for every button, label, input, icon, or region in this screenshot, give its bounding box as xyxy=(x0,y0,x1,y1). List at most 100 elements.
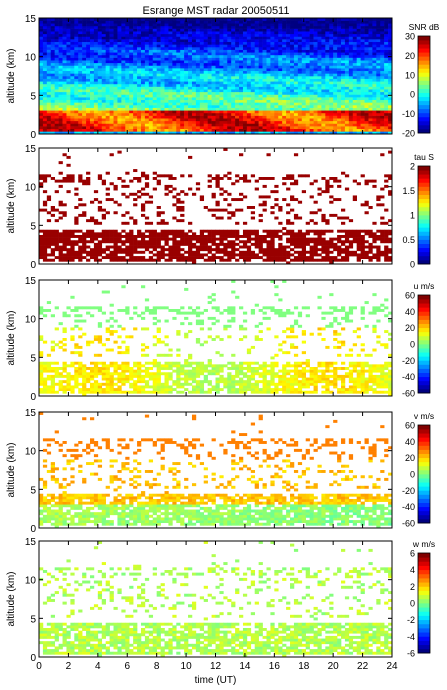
heatmap-cell xyxy=(144,57,150,61)
heatmap-cell xyxy=(239,73,244,77)
heatmap-cell xyxy=(352,28,357,32)
heatmap-cell xyxy=(266,250,271,254)
heatmap-cell xyxy=(278,221,283,225)
heatmap-cell xyxy=(86,73,91,77)
heatmap-cell xyxy=(101,235,106,238)
heatmap-cell xyxy=(282,120,287,124)
heatmap-cell xyxy=(274,105,279,108)
heatmap-cell xyxy=(227,253,232,257)
heatmap-cell xyxy=(117,115,122,119)
heatmap-cell xyxy=(101,33,106,37)
heatmap-cell xyxy=(58,120,63,124)
colorbar-swatch xyxy=(418,80,430,85)
heatmap-cell xyxy=(360,83,365,87)
heatmap-cell xyxy=(215,232,220,236)
heatmap-cell xyxy=(74,131,79,134)
heatmap-cell xyxy=(140,118,146,122)
heatmap-cell xyxy=(219,102,224,106)
heatmap-cell xyxy=(129,102,134,106)
heatmap-cell xyxy=(317,44,322,48)
heatmap-cell xyxy=(89,240,95,244)
heatmap-cell xyxy=(282,65,287,69)
heatmap-cell xyxy=(372,68,377,72)
heatmap-cell xyxy=(231,123,236,127)
heatmap-cell xyxy=(58,97,63,101)
heatmap-cell xyxy=(207,31,212,35)
heatmap-cell xyxy=(113,73,118,77)
heatmap-cell xyxy=(97,123,103,127)
heatmap-cell xyxy=(333,33,338,37)
heatmap-cell xyxy=(376,57,381,61)
heatmap-cell xyxy=(168,86,173,90)
heatmap-cell xyxy=(188,68,193,72)
heatmap-cell xyxy=(125,115,130,119)
heatmap-cell xyxy=(309,60,314,64)
heatmap-cell xyxy=(309,107,314,111)
heatmap-cell xyxy=(293,57,299,61)
heatmap-cell xyxy=(46,232,52,236)
heatmap-cell xyxy=(93,52,99,56)
heatmap-cell xyxy=(329,25,334,29)
heatmap-cell xyxy=(274,70,279,74)
heatmap-cell xyxy=(266,70,271,74)
heatmap-cell xyxy=(290,208,295,212)
heatmap-cell xyxy=(54,118,59,122)
heatmap-cell xyxy=(344,25,350,29)
heatmap-cell xyxy=(46,33,52,37)
heatmap-cell xyxy=(376,126,381,130)
heatmap-cell xyxy=(388,86,392,90)
heatmap-cell xyxy=(270,86,275,90)
heatmap-cell xyxy=(207,36,212,40)
heatmap-cell xyxy=(364,65,369,69)
heatmap-cell xyxy=(89,68,95,72)
heatmap-cell xyxy=(290,20,295,24)
heatmap-cell xyxy=(144,105,150,108)
heatmap-cell xyxy=(341,89,346,93)
heatmap-cell xyxy=(309,68,314,72)
heatmap-cell xyxy=(86,54,91,58)
heatmap-cell xyxy=(180,70,185,74)
heatmap-cell xyxy=(388,128,392,132)
heatmap-cell xyxy=(188,131,193,134)
heatmap-cell xyxy=(70,78,75,82)
heatmap-cell xyxy=(384,31,389,35)
heatmap-cell xyxy=(364,76,369,79)
heatmap-cell xyxy=(376,36,381,40)
heatmap-cell xyxy=(125,120,130,124)
heatmap-cell xyxy=(113,94,118,98)
heatmap-cell xyxy=(46,253,52,257)
heatmap-cell xyxy=(156,28,161,32)
heatmap-cell xyxy=(148,31,154,35)
heatmap-cell xyxy=(333,73,338,77)
heatmap-cell xyxy=(380,99,385,103)
heatmap-cell xyxy=(329,76,334,79)
heatmap-cell xyxy=(227,211,232,215)
heatmap-cell xyxy=(117,81,122,85)
heatmap-cell xyxy=(160,25,165,29)
heatmap-cell xyxy=(78,44,83,48)
heatmap-cell xyxy=(109,256,114,260)
heatmap-cell xyxy=(184,107,189,111)
heatmap-cell xyxy=(168,112,173,116)
heatmap-cell xyxy=(207,41,212,45)
heatmap-cell xyxy=(278,250,283,254)
heatmap-cell xyxy=(156,83,161,87)
heatmap-cell xyxy=(172,97,177,101)
heatmap-cell xyxy=(50,118,55,122)
heatmap-cell xyxy=(74,83,79,87)
heatmap-cell xyxy=(133,62,138,66)
heatmap-cell xyxy=(78,177,83,180)
heatmap-cell xyxy=(223,232,228,236)
heatmap-cell xyxy=(258,49,263,53)
heatmap-cell xyxy=(144,107,150,111)
heatmap-cell xyxy=(313,91,318,95)
heatmap-cell xyxy=(129,91,134,95)
heatmap-cell xyxy=(337,52,342,56)
heatmap-cell xyxy=(274,203,279,207)
heatmap-cell xyxy=(246,99,252,103)
heatmap-cell xyxy=(66,110,71,114)
heatmap-cell xyxy=(176,240,181,244)
heatmap-cell xyxy=(160,211,165,215)
heatmap-cell xyxy=(89,112,95,116)
heatmap-cell xyxy=(93,105,99,108)
